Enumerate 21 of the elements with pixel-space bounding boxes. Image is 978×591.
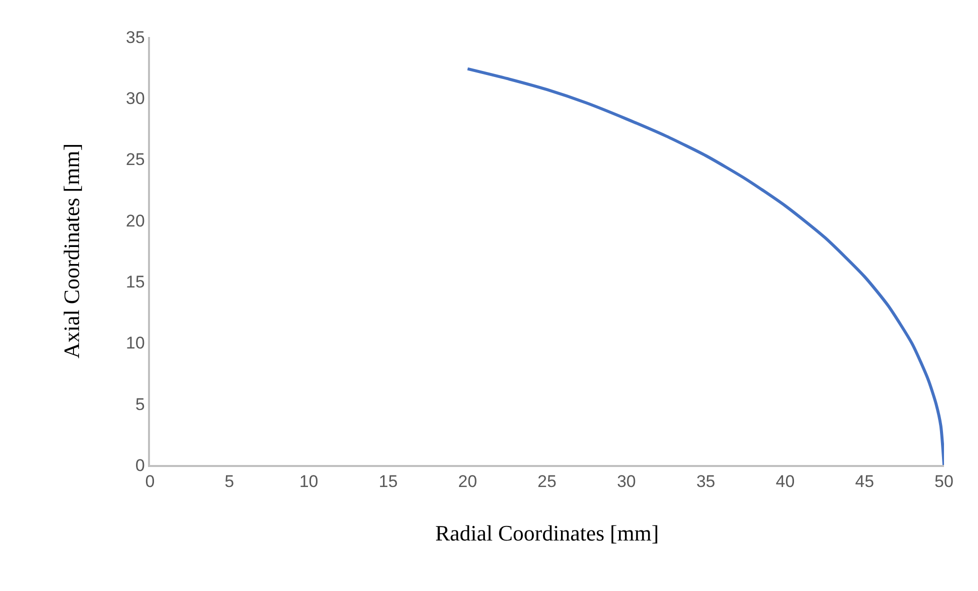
line-series — [466, 67, 944, 465]
y-tick-label: 5 — [135, 394, 145, 414]
x-tick-label: 40 — [776, 472, 795, 492]
y-tick-label: 10 — [126, 334, 145, 353]
y-tick-label: 35 — [126, 28, 145, 47]
x-tick-label: 15 — [378, 472, 398, 492]
x-tick-label: 20 — [458, 472, 478, 492]
y-axis-title: Axial Coordinates [mm] — [59, 143, 84, 359]
y-tick-label: 15 — [126, 272, 145, 292]
y-tick-label: 20 — [126, 211, 145, 230]
x-tick-label: 35 — [696, 472, 716, 492]
x-tick-label: 5 — [224, 472, 234, 492]
y-tick-label: 30 — [126, 89, 145, 108]
x-tick-label: 10 — [299, 472, 318, 492]
x-tick-label: 30 — [616, 472, 636, 492]
x-axis-title: Radial Coordinates [mm] — [435, 520, 659, 546]
x-tick-label: 45 — [855, 472, 874, 492]
x-tick-label: 50 — [934, 472, 954, 492]
y-tick-label: 0 — [135, 456, 145, 475]
x-tick-label: 25 — [538, 472, 556, 492]
y-tick-label: 25 — [126, 150, 145, 170]
